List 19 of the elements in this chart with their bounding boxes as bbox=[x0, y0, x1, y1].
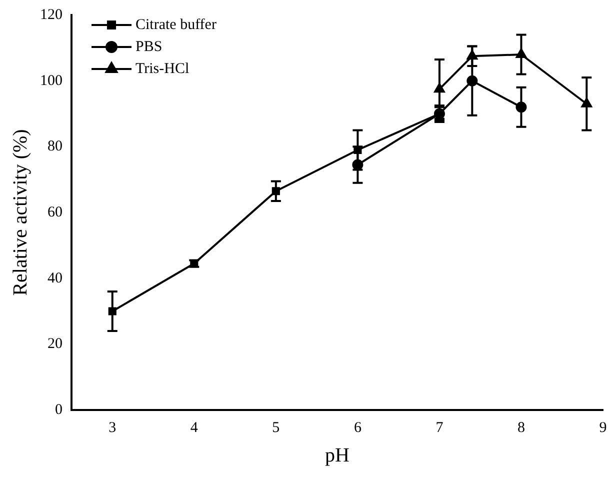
y-tick-label: 80 bbox=[48, 138, 62, 155]
y-tick-label: 40 bbox=[48, 270, 62, 286]
y-tick-label: 20 bbox=[48, 336, 62, 352]
y-tick-label: 60 bbox=[48, 204, 62, 220]
x-tick-label: 7 bbox=[436, 420, 444, 436]
legend-label: Citrate buffer bbox=[136, 16, 216, 33]
y-tick-label: 100 bbox=[40, 72, 62, 89]
legend-label: PBS bbox=[136, 38, 162, 55]
x-tick-label: 6 bbox=[354, 420, 362, 436]
x-tick-label: 3 bbox=[108, 420, 116, 436]
y-tick-label: 120 bbox=[40, 6, 62, 23]
x-tick-label: 5 bbox=[272, 420, 280, 436]
x-tick-label: 4 bbox=[190, 420, 198, 436]
x-tick-label: 8 bbox=[517, 420, 525, 436]
legend-label: Tris-HCl bbox=[136, 60, 190, 77]
x-axis-title: pH bbox=[325, 444, 350, 466]
y-tick-label: 0 bbox=[55, 402, 62, 418]
x-tick-label: 9 bbox=[599, 420, 607, 436]
y-axis-title: Relative activity (%) bbox=[9, 129, 32, 296]
